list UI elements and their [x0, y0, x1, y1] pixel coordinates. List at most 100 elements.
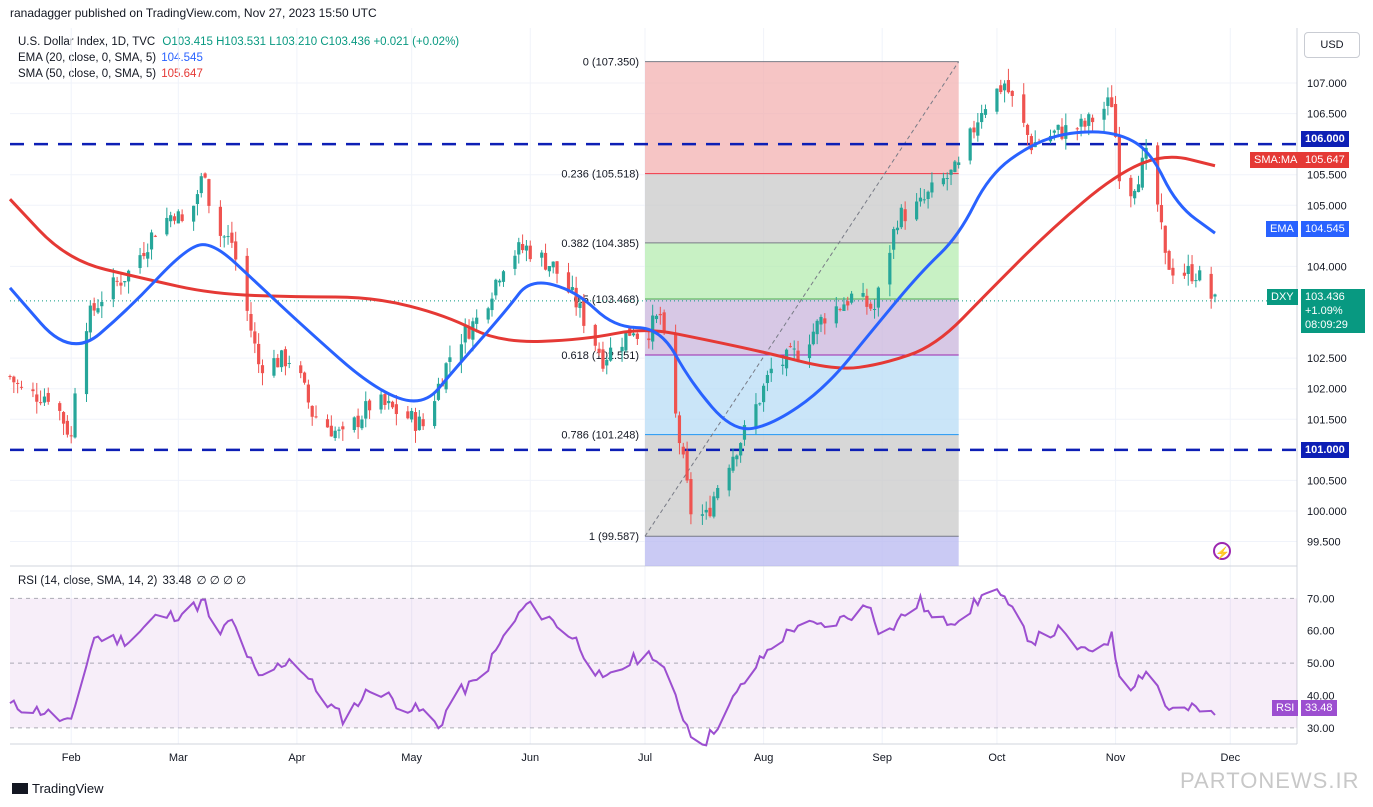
candle-body	[142, 252, 146, 257]
price-axis-label: 102.500	[1307, 353, 1347, 365]
candle	[1010, 90, 1014, 107]
candle-body	[73, 393, 77, 438]
rsi-line	[9, 587, 1216, 747]
candle-body	[1006, 80, 1011, 93]
candle-body	[566, 272, 571, 293]
candle	[765, 370, 770, 392]
candle	[165, 207, 169, 237]
candle	[677, 411, 682, 455]
candle-body	[1052, 130, 1056, 133]
candle	[842, 297, 846, 312]
candle-body	[915, 201, 919, 220]
candle-body	[1156, 145, 1160, 205]
candle-body	[230, 232, 234, 243]
tradingview-logo[interactable]: TradingView	[12, 781, 104, 796]
candle-body	[1087, 114, 1091, 126]
currency-button[interactable]: USD	[1304, 32, 1360, 58]
sma-50-line	[8, 155, 1216, 370]
candle	[1156, 142, 1160, 212]
candle-body	[708, 507, 712, 517]
candle	[299, 361, 303, 379]
candle-body	[260, 365, 265, 374]
candle	[865, 288, 869, 315]
candle-body	[1060, 126, 1064, 139]
alert-icon[interactable]: ⚡	[1213, 542, 1231, 560]
candle	[674, 324, 678, 418]
candle	[620, 337, 624, 362]
candle-body	[257, 343, 261, 365]
candle-body	[1136, 184, 1141, 193]
candle-body	[325, 419, 330, 428]
candle	[280, 349, 284, 372]
candle-body	[861, 293, 865, 297]
candle-body	[1133, 190, 1137, 199]
candle-body	[704, 509, 708, 513]
candle	[681, 442, 685, 459]
candle	[742, 420, 747, 446]
candle-body	[1110, 97, 1114, 108]
candle	[1083, 117, 1087, 132]
fib-zone	[645, 298, 959, 356]
candle-body	[329, 425, 333, 437]
candle-body	[620, 346, 624, 352]
candle-body	[513, 255, 517, 269]
candle-body	[570, 287, 574, 291]
candle-body	[1117, 136, 1121, 182]
candle-body	[498, 280, 502, 283]
candle	[96, 299, 100, 315]
candle-body	[383, 394, 387, 405]
candle	[169, 211, 173, 228]
candle-body	[1186, 265, 1190, 274]
candle	[838, 307, 842, 312]
candle-body	[731, 456, 735, 471]
candle-body	[138, 255, 142, 268]
candle-body	[283, 349, 288, 367]
candle-body	[739, 443, 743, 456]
candle-body	[444, 363, 448, 390]
candle	[528, 240, 532, 262]
candle	[413, 407, 418, 443]
candle	[708, 495, 712, 518]
candle-body	[727, 467, 731, 491]
candle-body	[192, 205, 196, 222]
candle-body	[115, 280, 119, 282]
candle	[513, 250, 517, 276]
candle	[1213, 293, 1217, 303]
tv-logo-icon	[12, 783, 28, 794]
candle-body	[1003, 83, 1007, 91]
candle	[601, 341, 605, 372]
candle-body	[712, 496, 716, 517]
candle	[654, 314, 659, 324]
candle	[494, 278, 498, 300]
fib-trend-line	[644, 61, 960, 537]
candle-body	[1010, 90, 1014, 96]
candle	[1113, 95, 1118, 138]
candle-body	[972, 127, 976, 133]
rsi-axis-label: 40.00	[1307, 690, 1335, 702]
candle	[314, 405, 318, 419]
candle	[543, 243, 548, 271]
open-value: O103.415	[162, 36, 213, 48]
candle-body	[176, 211, 180, 224]
sma-legend[interactable]: SMA (50, close, 0, SMA, 5) 105.647	[18, 68, 203, 80]
candle-body	[788, 346, 792, 348]
candle-body	[42, 396, 47, 403]
candle	[138, 247, 142, 274]
price-axis-label: 104.000	[1307, 261, 1347, 273]
rsi-legend[interactable]: RSI (14, close, SMA, 14, 2) 33.48 ∅ ∅ ∅ …	[18, 573, 246, 587]
candle	[704, 501, 708, 520]
candle-body	[1083, 120, 1087, 127]
candle-body	[8, 376, 12, 378]
ema-legend[interactable]: EMA (20, close, 0, SMA, 5) 104.545	[18, 52, 203, 64]
candle-body	[685, 450, 689, 481]
candle	[1209, 266, 1213, 309]
time-axis-label: Dec	[1221, 752, 1241, 764]
candle	[406, 405, 410, 420]
candle	[356, 408, 360, 439]
candle-body	[1129, 177, 1133, 197]
candle	[792, 340, 796, 360]
candle	[578, 298, 582, 318]
candle-body	[436, 383, 441, 400]
candle-body	[922, 199, 926, 201]
